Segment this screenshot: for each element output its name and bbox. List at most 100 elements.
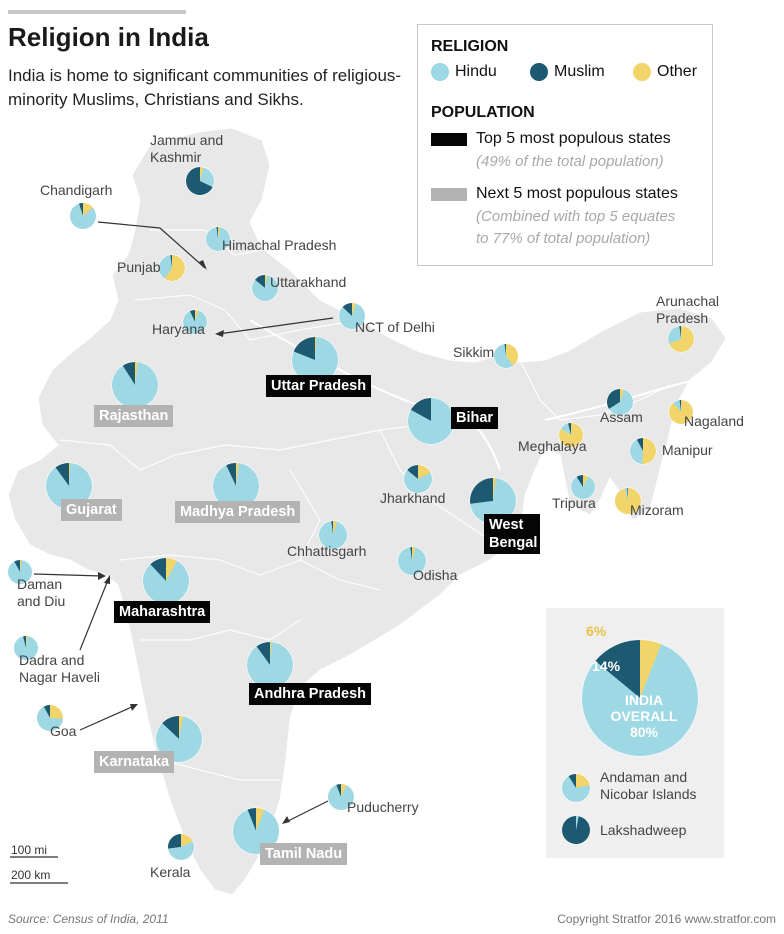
mizoram-slice-other [615,488,642,515]
chandigarh-pie [69,202,97,230]
label-daman-line2: and Diu [17,593,66,609]
odisha-pie [397,546,427,576]
label-mizoram: Mizoram [630,502,684,518]
source-note: Source: Census of India, 2011 [8,912,169,926]
label-himachal: Himachal Pradesh [222,237,337,253]
himachal-slice-muslim [216,227,218,239]
andhra-pradesh-slice-hindu [247,642,293,688]
daman-diu-pie [7,559,33,585]
overall-hindu-pct: 80% [629,724,659,740]
jharkhand-slice-muslim [407,465,418,479]
legend-other-label: Other [657,63,698,80]
jharkhand-pie [403,464,433,494]
label-sikkim: Sikkim [453,344,495,360]
maharashtra-pie [142,557,190,605]
tamil-nadu-slice-muslim [247,808,256,831]
haryana-slice-muslim [189,310,195,322]
title-accent-bar [8,10,186,14]
label-uttarakhand: Uttarakhand [270,274,347,290]
india-overall-slice-muslim [595,640,640,698]
assam-pie [606,388,634,416]
haryana-pie [182,309,208,335]
puducherry-slice-muslim [336,784,341,797]
chhattisgarh-slice-hindu [319,521,348,550]
goa-slice-hindu [37,706,63,732]
label-nagaland: Nagaland [684,413,744,429]
tag-tamil-nadu: Tamil Nadu [260,843,348,865]
label-chandigarh: Chandigarh [40,182,113,198]
karnataka-slice-hindu [155,716,202,763]
label-daman-line1: Daman [17,576,63,592]
label-arunachal-line1: Arunachal [656,293,720,309]
legend-muslim-swatch [530,63,548,81]
uttar-pradesh-slice-muslim [293,337,315,360]
callout-arrows [33,221,334,823]
rajasthan-slice-muslim [122,362,135,385]
legend-religion-heading: RELIGION [431,38,509,55]
tag-west-bengal-line2: Bengal [489,535,538,551]
bihar-slice-muslim [410,398,431,421]
arunachal-slice-hindu [667,326,681,344]
delhi-pie [338,302,366,330]
manipur-pie [629,437,657,465]
bihar-slice-hindu [408,398,454,444]
label-odisha: Odisha [413,567,458,583]
rajasthan-slice-other [135,362,138,385]
meghalaya-pie [558,422,584,448]
chandigarh-slice-hindu [70,203,97,229]
sikkim-slice-muslim [504,344,506,356]
label-jharkhand: Jharkhand [380,490,446,506]
tag-west-bengal: West Bengal [484,514,540,554]
assam-slice-muslim [607,389,620,409]
assam-slice-hindu [609,389,633,415]
overall-other-pct: 6% [586,623,607,639]
mizoram-pie [614,487,642,515]
legend-next5-note-line2: to 77% of total population) [476,230,651,247]
uttar-pradesh-slice-other [315,337,317,360]
uttarakhand-pie [251,274,279,302]
chandigarh-slice-other [83,203,94,216]
uttar-pradesh-slice-hindu [292,337,339,384]
nagaland-slice-hindu [673,400,681,412]
page-title: Religion in India [8,22,209,52]
jammu-kashmir-pie [185,166,215,196]
sikkim-pie [493,343,519,369]
daman-diu-slice-muslim [14,560,20,572]
rajasthan-slice-hindu [111,362,158,409]
legend-hindu-label: Hindu [455,63,497,80]
label-assam: Assam [600,409,643,425]
nagaland-slice-muslim [679,400,681,412]
goa-pie [36,704,64,732]
madhya-pradesh-slice-other [236,463,239,486]
bihar-pie [407,397,455,445]
legend-muslim-label: Muslim [554,63,605,80]
karnataka-pie [155,715,203,763]
uttarakhand-slice-hindu [252,275,279,301]
tag-karnataka: Karnataka [94,751,175,773]
overall-muslim-pct: 14% [592,658,621,674]
goa-slice-other [50,705,63,719]
maharashtra-slice-other [166,558,178,581]
gujarat-slice-muslim [55,463,69,486]
legend-top5-swatch [431,133,467,146]
manipur-slice-other [642,438,657,465]
dadra-slice-other [26,636,28,648]
label-tripura: Tripura [552,495,596,511]
label-meghalaya: Meghalaya [518,438,587,454]
label-delhi: NCT of Delhi [355,319,435,335]
odisha-slice-hindu [398,547,427,575]
andaman-slice-muslim [568,774,576,788]
lakshadweep-pie [561,815,591,845]
jharkhand-slice-other [418,465,431,479]
andhra-pradesh-slice-other [270,642,272,665]
tag-andhra-pradesh: Andhra Pradesh [249,683,371,705]
kerala-pie [167,833,195,861]
overall-label-line2: OVERALL [610,708,678,724]
chhattisgarh-slice-muslim [331,521,333,535]
overall-label: INDIA OVERALL 80% [606,692,682,740]
legend-next5-swatch [431,188,467,201]
tag-madhya-pradesh: Madhya Pradesh [175,501,301,523]
legend-other-swatch [633,63,651,81]
state-pie-charts [7,166,695,861]
jammu-kashmir-slice-muslim [186,167,213,195]
